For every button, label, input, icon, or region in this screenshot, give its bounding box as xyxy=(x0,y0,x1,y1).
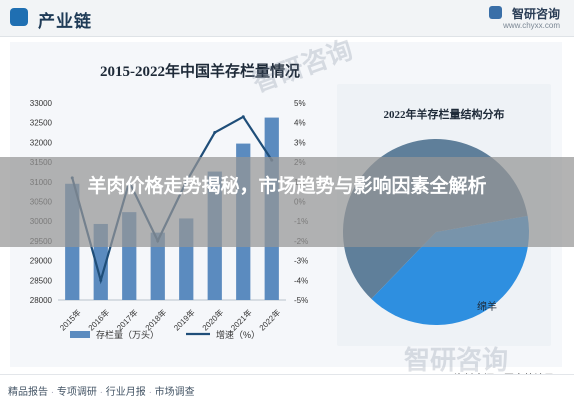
y-right-tick-label: 5% xyxy=(294,99,306,108)
bar-chart-title: 2015-2022年中国羊存栏量情况 xyxy=(100,64,300,80)
headline-text: 羊肉价格走势揭秘，市场趋势与影响因素全解析 xyxy=(87,176,487,197)
line-point xyxy=(241,115,245,119)
x-tick-label: 2016年 xyxy=(86,307,111,332)
x-tick-label: 2018年 xyxy=(143,307,168,332)
y-right-tick-label: 3% xyxy=(294,138,306,147)
brand-logo-icon xyxy=(489,6,502,19)
footer-tag[interactable]: 专项调研 xyxy=(56,387,97,398)
watermark-text-2: 智研咨询 xyxy=(404,345,509,375)
x-tick-label: 2021年 xyxy=(228,307,253,332)
brand-name: 智研咨询 xyxy=(511,7,560,21)
y-left-tick-label: 28000 xyxy=(30,296,53,305)
x-tick-label: 2020年 xyxy=(200,307,225,332)
headline-banner xyxy=(0,157,574,247)
x-tick-label: 2017年 xyxy=(114,307,139,332)
footer-tag[interactable]: 行业月报 xyxy=(105,387,146,398)
page-title: 产业链 xyxy=(38,12,92,31)
legend-label-bars: 存栏量（万头） xyxy=(96,329,159,340)
pie-slice-label: 绵羊 xyxy=(477,300,497,313)
bar xyxy=(150,232,165,300)
footer-bar: 精品报告 · 专项调研 · 行业月报 · 市场调查 xyxy=(0,374,574,400)
brand-url: www.chyxx.com xyxy=(503,21,560,30)
x-tick-label: 2022年 xyxy=(257,307,282,332)
line-point xyxy=(213,131,217,135)
y-left-tick-label: 29000 xyxy=(30,257,53,266)
logo-icon xyxy=(10,8,28,26)
legend-label-line: 增速（%） xyxy=(216,329,260,340)
y-right-tick-label: 4% xyxy=(294,119,306,128)
x-tick-label: 2015年 xyxy=(57,307,82,332)
header-bar: 产业链 智研咨询 www.chyxx.com xyxy=(0,0,574,37)
y-right-tick-label: -3% xyxy=(294,257,308,266)
legend-swatch-bars xyxy=(70,331,90,338)
footer-tags: 精品报告 · 专项调研 · 行业月报 · 市场调查 xyxy=(8,387,195,398)
footer-tag[interactable]: 精品报告 xyxy=(8,387,48,398)
y-left-tick-label: 32500 xyxy=(30,119,53,128)
y-left-tick-label: 33000 xyxy=(30,99,53,108)
footer-tag[interactable]: 市场调查 xyxy=(154,387,195,398)
y-right-tick-label: -4% xyxy=(294,276,308,285)
line-point xyxy=(99,278,103,282)
y-right-tick-label: -5% xyxy=(294,296,308,305)
y-left-tick-label: 28500 xyxy=(30,276,53,285)
pie-chart-title: 2022年羊存栏量结构分布 xyxy=(383,109,505,121)
y-left-tick-label: 32000 xyxy=(30,138,53,147)
x-tick-label: 2019年 xyxy=(171,307,196,332)
